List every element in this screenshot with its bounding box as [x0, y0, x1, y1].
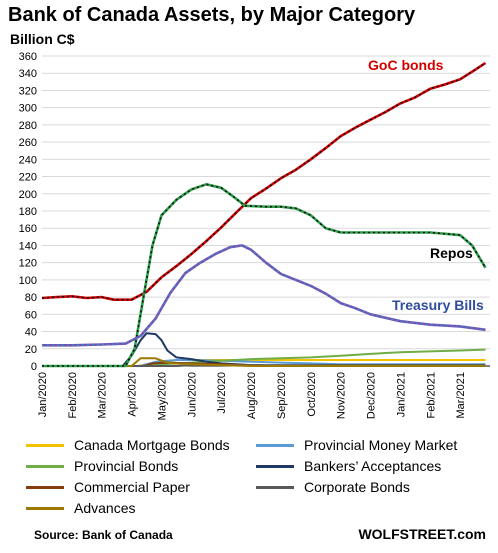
y-tick-label: 100 — [19, 275, 37, 287]
y-tick-label: 40 — [25, 327, 37, 339]
x-tick-label: Nov/2020 — [336, 372, 348, 419]
x-tick-label: Oct/2020 — [306, 372, 318, 417]
x-tick-label: Aug/2020 — [246, 372, 258, 419]
series-line-treasury-bills — [42, 244, 486, 347]
x-tick-label: Feb/2021 — [425, 372, 437, 418]
unit-label: Billion C$ — [10, 31, 75, 47]
series-dash-repos — [42, 183, 487, 367]
y-tick-label: 300 — [19, 103, 37, 115]
y-tick-label: 320 — [19, 85, 37, 97]
y-tick-label: 240 — [19, 154, 37, 166]
x-tick-label: Feb/2020 — [67, 372, 79, 418]
x-tick-label: Dec/2020 — [366, 372, 378, 419]
source-note: Source: Bank of Canada — [34, 528, 173, 542]
series-line-goc-bonds — [41, 61, 487, 302]
x-tick-label: Jan/2021 — [395, 372, 407, 417]
y-tick-label: 60 — [25, 309, 37, 321]
y-tick-label: 120 — [19, 258, 37, 270]
y-tick-label: 360 — [19, 51, 37, 63]
series-label-goc-bonds: GoC bonds — [368, 57, 444, 73]
y-tick-label: 140 — [19, 240, 37, 252]
series-label-repos: Repos — [430, 245, 473, 261]
y-tick-label: 340 — [19, 68, 37, 80]
brand-logo-text: WOLFSTREET.com — [358, 526, 486, 542]
series-label-treasury-bills: Treasury Bills — [392, 297, 484, 313]
series-dash-goc-bonds — [41, 62, 486, 301]
x-tick-label: Mar/2020 — [97, 372, 109, 418]
y-tick-label: 160 — [19, 223, 37, 235]
y-tick-label: 200 — [19, 189, 37, 201]
series-dash-treasury-bills — [42, 244, 486, 347]
y-tick-label: 80 — [25, 292, 37, 304]
x-tick-label: Mar/2021 — [455, 372, 467, 418]
series-line-repos — [42, 183, 487, 368]
chart-title: Bank of Canada Assets, by Major Category — [8, 4, 416, 26]
x-tick-label: Jan/2020 — [37, 372, 49, 417]
series-line-provincial-bonds — [42, 348, 486, 367]
x-tick-label: May/2020 — [156, 372, 168, 420]
y-tick-label: 0 — [31, 361, 37, 373]
y-tick-label: 280 — [19, 120, 37, 132]
y-tick-label: 180 — [19, 206, 37, 218]
x-tick-label: Jun/2020 — [186, 372, 198, 417]
series-line-advances — [42, 357, 486, 367]
y-tick-label: 20 — [25, 344, 37, 356]
y-tick-label: 260 — [19, 137, 37, 149]
x-tick-label: Jul/2020 — [216, 372, 228, 414]
x-tick-label: Apr/2020 — [127, 372, 139, 417]
y-tick-label: 220 — [19, 172, 37, 184]
x-tick-label: Sep/2020 — [276, 372, 288, 419]
